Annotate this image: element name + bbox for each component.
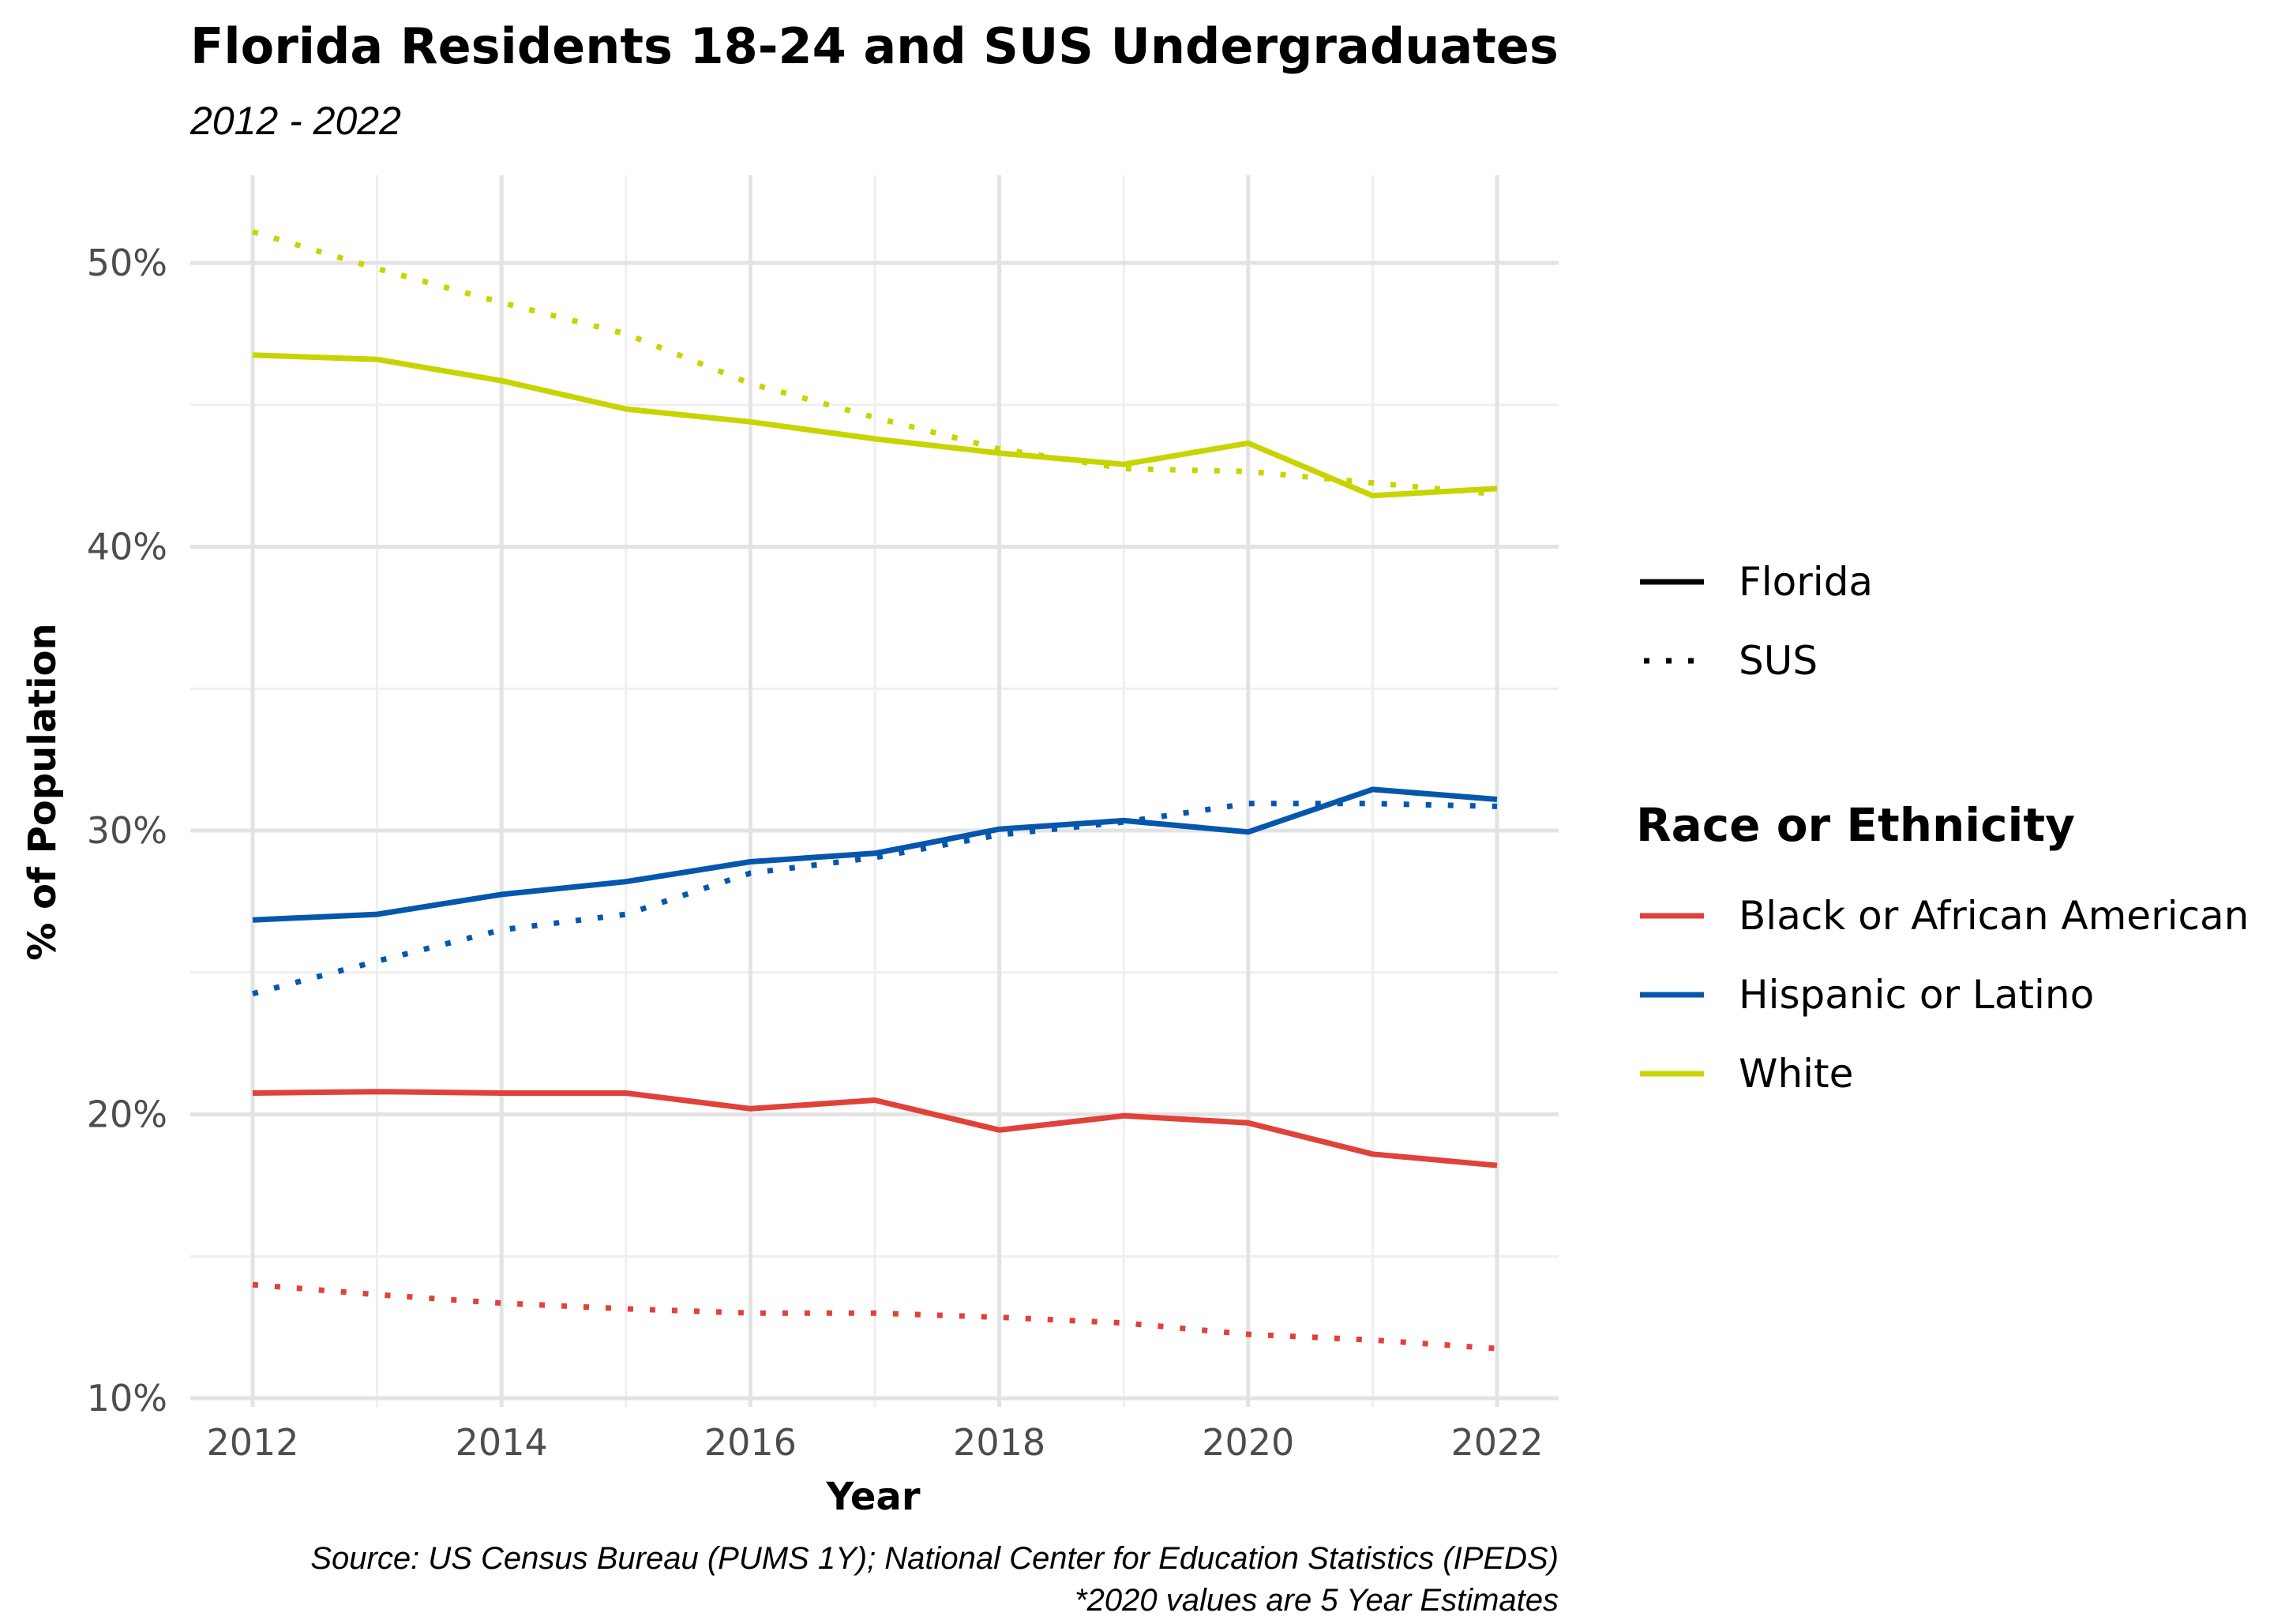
- x-tick-label: 2020: [1202, 1421, 1294, 1464]
- y-tick-label: 20%: [87, 1093, 167, 1136]
- legend: Florida SUS Race or Ethnicity Black or A…: [1636, 559, 2249, 1097]
- series-black-or-african-american-sus: [252, 1281, 1498, 1352]
- chart-subtitle: 2012 - 2022: [190, 99, 401, 143]
- legend-hispanic-label: Hispanic or Latino: [1739, 972, 2094, 1018]
- caption-note: *2020 values are 5 Year Estimates: [1075, 1583, 1559, 1618]
- legend-sus-label: SUS: [1739, 638, 1818, 684]
- x-axis-ticks: 2012 2014 2016 2018 2020 2022: [206, 1421, 1543, 1464]
- y-axis-title: % of Population: [21, 623, 65, 960]
- y-axis-ticks: 10% 20% 30% 40% 50%: [87, 242, 167, 1420]
- x-axis-title: Year: [826, 1475, 921, 1519]
- grid: [190, 175, 1559, 1407]
- legend-white-label: White: [1739, 1051, 1853, 1097]
- series-white-florida: [252, 352, 1498, 499]
- legend-black-label: Black or African American: [1739, 893, 2249, 939]
- series-hispanic-or-latino-florida: [252, 786, 1498, 923]
- y-tick-label: 50%: [87, 242, 167, 284]
- x-tick-label: 2014: [456, 1421, 548, 1464]
- y-tick-label: 40%: [87, 526, 167, 568]
- legend-title: Race or Ethnicity: [1636, 798, 2075, 852]
- y-tick-label: 10%: [87, 1377, 167, 1420]
- y-tick-label: 30%: [87, 809, 167, 852]
- legend-florida-label: Florida: [1739, 559, 1873, 605]
- x-tick-label: 2018: [953, 1421, 1045, 1464]
- x-tick-label: 2012: [206, 1421, 298, 1464]
- series-lines: [252, 229, 1498, 1352]
- series-black-or-african-american-florida: [252, 1089, 1498, 1168]
- x-tick-label: 2022: [1450, 1421, 1543, 1464]
- chart-title: Florida Residents 18-24 and SUS Undergra…: [190, 17, 1559, 75]
- caption-source: Source: US Census Bureau (PUMS 1Y); Nati…: [310, 1541, 1559, 1576]
- x-tick-label: 2016: [704, 1421, 797, 1464]
